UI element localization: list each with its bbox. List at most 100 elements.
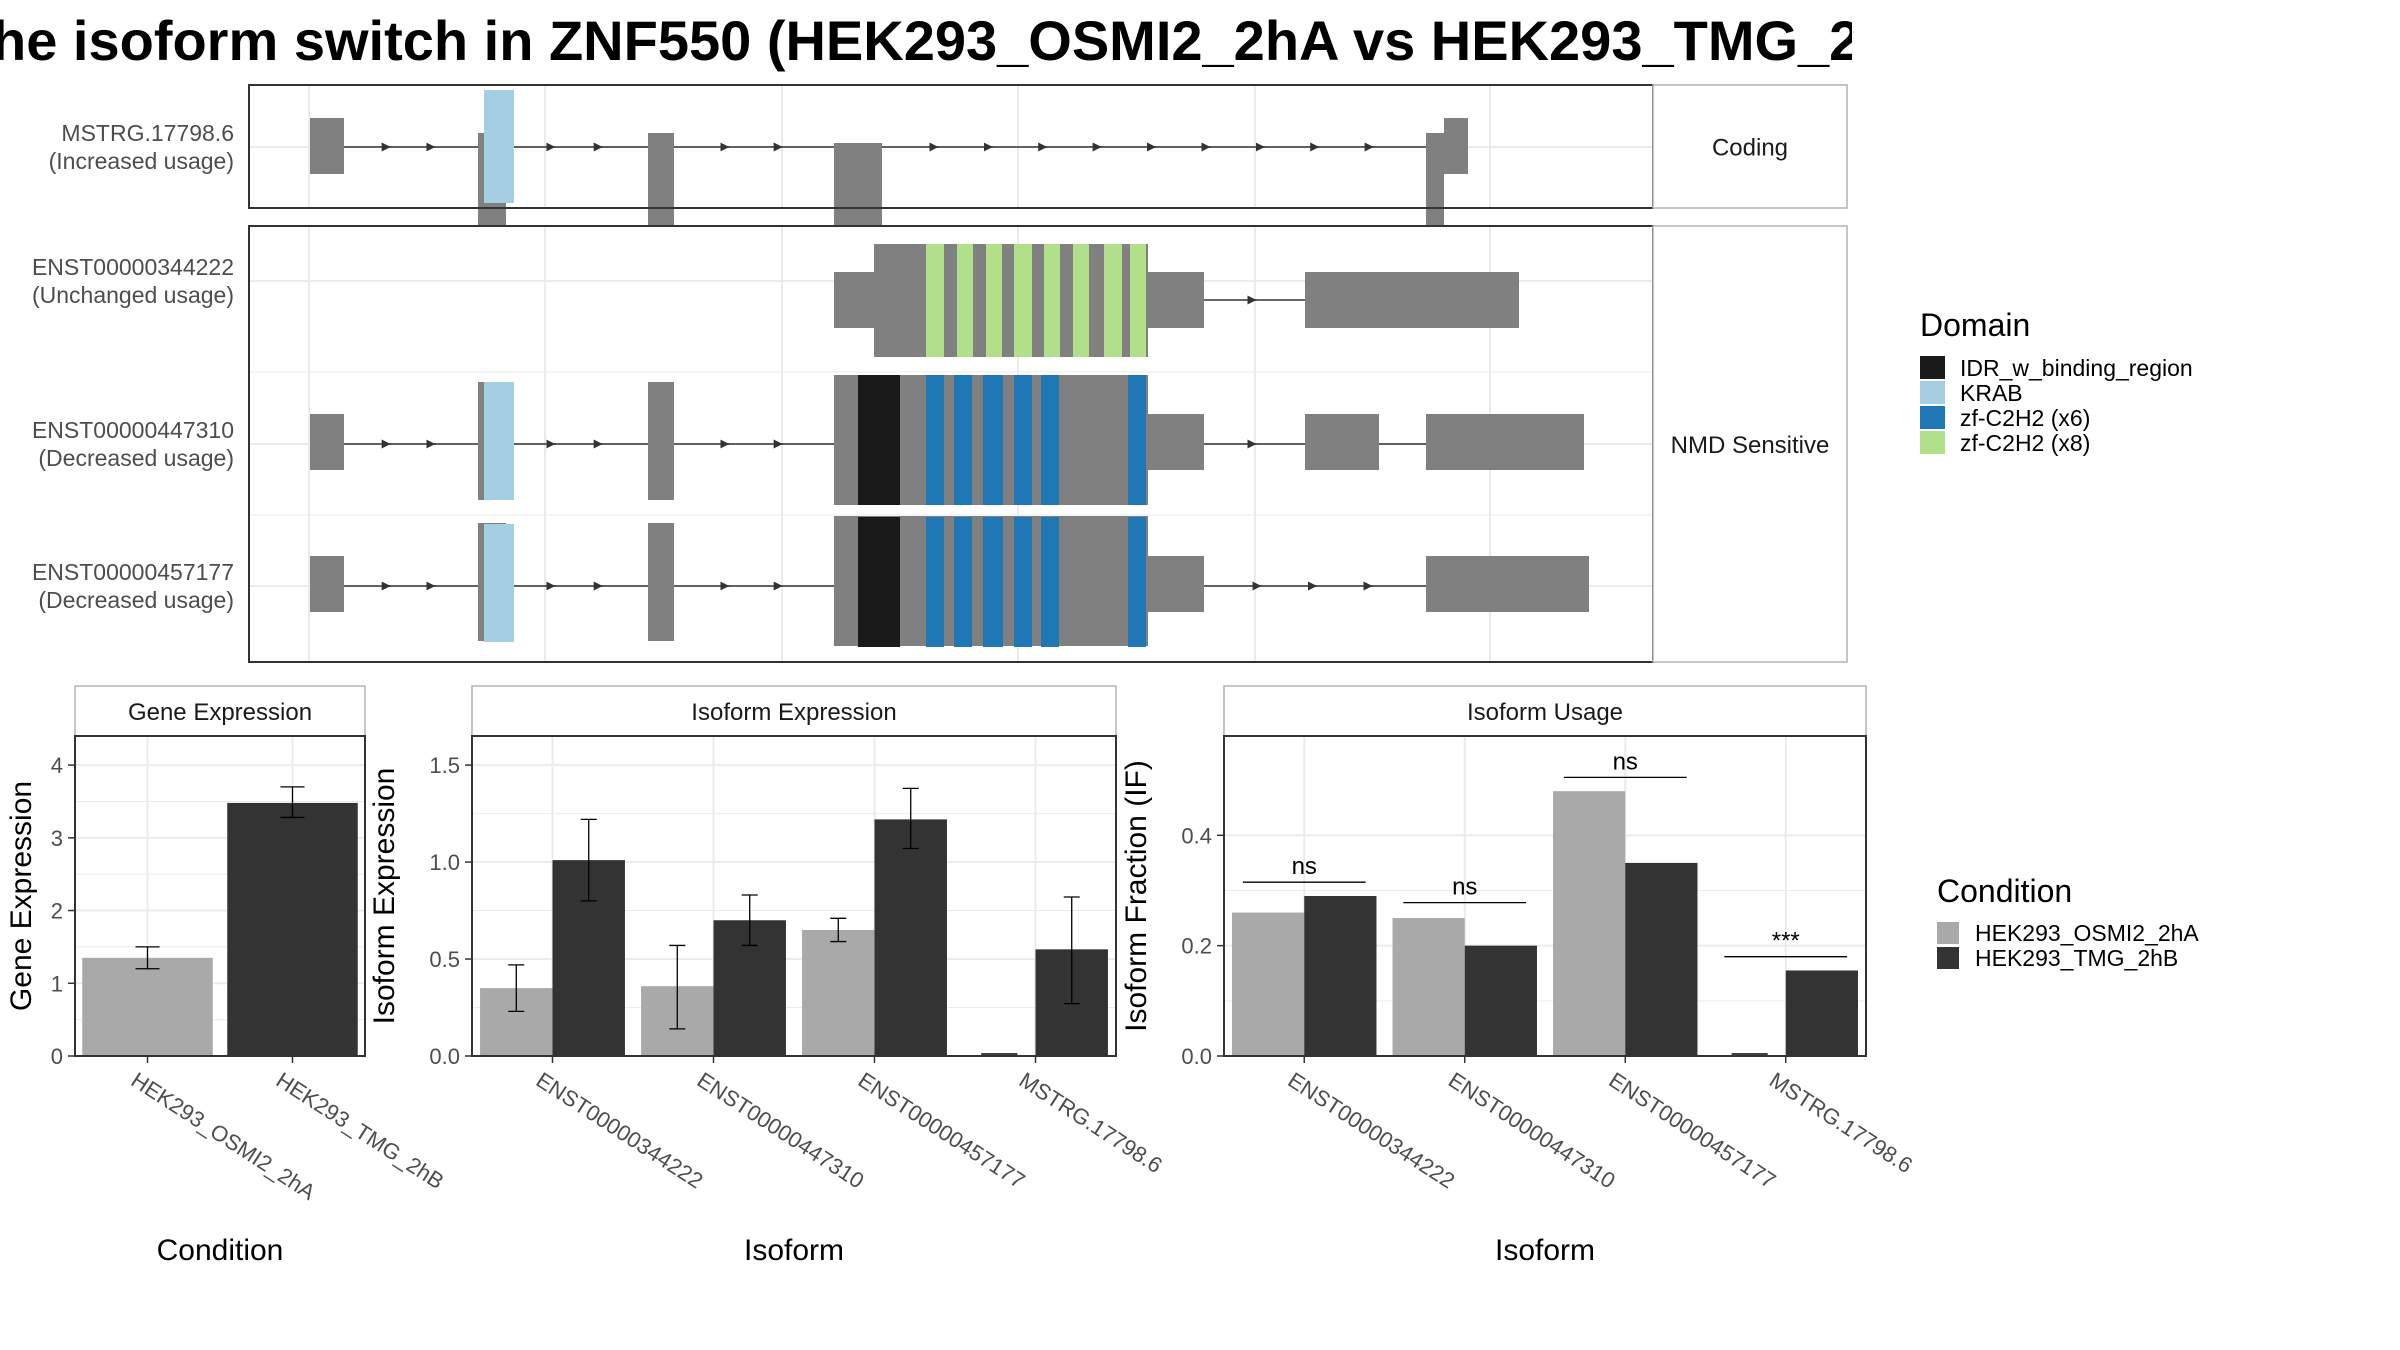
x-tick-label: MSTRG.17798.6 xyxy=(1765,1067,1917,1178)
exon xyxy=(310,414,344,470)
domain-zf-c2h2-x6- xyxy=(1128,375,1146,505)
exon xyxy=(1426,556,1589,612)
domain-zf-c2h2-x6- xyxy=(926,517,944,647)
transcript-id: MSTRG.17798.6 xyxy=(61,120,234,146)
domain-legend-label: zf-C2H2 (x6) xyxy=(1960,405,2090,431)
page-title: he isoform switch in ZNF550 (HEK293_OSMI… xyxy=(0,9,1852,72)
facet-strip xyxy=(1652,225,1848,663)
condition-legend-swatch xyxy=(1937,947,1959,969)
domain-zf-c2h2-x6- xyxy=(954,517,972,647)
x-tick-label: ENST00000457177 xyxy=(1605,1067,1781,1193)
bar xyxy=(1625,862,1698,1056)
domain-legend-label: IDR_w_binding_region xyxy=(1960,355,2193,381)
domain-idr-w-binding-region xyxy=(858,517,900,647)
transcript-usage: (Unchanged usage) xyxy=(32,282,234,308)
exon xyxy=(1148,414,1204,470)
exon xyxy=(310,118,344,174)
x-tick-label: MSTRG.17798.6 xyxy=(1015,1067,1167,1178)
y-tick-label: 0.0 xyxy=(429,1044,460,1069)
exon xyxy=(648,523,674,641)
bar-panel-border xyxy=(74,735,366,1057)
bar-panel-title: Isoform Usage xyxy=(1467,699,1623,726)
x-tick-label: ENST00000447310 xyxy=(1444,1067,1620,1193)
exon xyxy=(1426,133,1444,246)
domain-legend-label: zf-C2H2 (x8) xyxy=(1960,430,2090,456)
condition-legend-label: HEK293_TMG_2hB xyxy=(1975,945,2178,971)
y-tick-label: 0.0 xyxy=(1181,1044,1212,1069)
domain-zf-c2h2-x6- xyxy=(1041,375,1059,505)
bar xyxy=(227,802,358,1056)
domain-legend-swatch xyxy=(1920,431,1945,454)
significance-label: *** xyxy=(1772,928,1800,955)
domain-zf-c2h2-x8- xyxy=(1130,244,1146,357)
y-axis-title: Gene Expression xyxy=(5,781,38,1011)
transcript-id: ENST00000344222 xyxy=(32,254,234,280)
significance-label: ns xyxy=(1292,853,1317,880)
domain-zf-c2h2-x8- xyxy=(1073,244,1089,357)
transcript-usage: (Increased usage) xyxy=(49,148,234,174)
bar-panel-strip xyxy=(74,685,366,737)
bar xyxy=(1785,970,1858,1056)
domain-zf-c2h2-x8- xyxy=(1044,244,1060,357)
x-axis-title: Isoform xyxy=(1495,1234,1595,1267)
x-tick-label: ENST00000344222 xyxy=(532,1067,708,1193)
bar xyxy=(1232,912,1305,1056)
bar xyxy=(1464,945,1537,1056)
y-tick-label: 0.2 xyxy=(1181,934,1212,959)
domain-zf-c2h2-x8- xyxy=(1104,244,1122,357)
facet-strip-label: Coding xyxy=(1712,135,1788,162)
facet-strip-label: NMD Sensitive xyxy=(1671,432,1830,459)
y-tick-label: 0.5 xyxy=(429,947,460,972)
y-tick-label: 4 xyxy=(51,753,63,778)
y-tick-label: 1.5 xyxy=(429,753,460,778)
significance-label: ns xyxy=(1613,748,1638,775)
bar xyxy=(1553,791,1626,1056)
y-axis-title: Isoform Expression xyxy=(368,768,401,1025)
domain-zf-c2h2-x6- xyxy=(983,517,1003,647)
transcript-id: ENST00000447310 xyxy=(32,417,234,443)
bar-panel-border xyxy=(471,735,1117,1057)
exon xyxy=(1305,414,1379,470)
x-axis-title: Condition xyxy=(157,1234,284,1267)
transcript-label: MSTRG.17798.6 (Increased usage) xyxy=(49,120,234,174)
domain-legend-swatch xyxy=(1920,381,1945,404)
bar xyxy=(1304,896,1377,1056)
bar xyxy=(1392,918,1465,1056)
x-axis-title: Isoform xyxy=(744,1234,844,1267)
bar-panel-title: Isoform Expression xyxy=(691,699,896,726)
domain-zf-c2h2-x8- xyxy=(986,244,1002,357)
domain-zf-c2h2-x6- xyxy=(926,375,944,505)
exon xyxy=(1426,414,1584,470)
domain-zf-c2h2-x6- xyxy=(1014,517,1032,647)
domain-idr-w-binding-region xyxy=(858,375,900,505)
transcript-id: ENST00000457177 xyxy=(32,559,234,585)
domain-legend-swatch xyxy=(1920,356,1945,379)
y-tick-label: 0.4 xyxy=(1181,823,1212,848)
exon xyxy=(1148,272,1204,328)
bar xyxy=(82,957,213,1056)
bar-panel-strip xyxy=(471,685,1117,737)
domain-zf-c2h2-x8- xyxy=(926,244,944,357)
domain-zf-c2h2-x8- xyxy=(957,244,973,357)
domain-zf-c2h2-x6- xyxy=(983,375,1003,505)
y-tick-label: 3 xyxy=(51,826,63,851)
condition-legend-label: HEK293_OSMI2_2hA xyxy=(1975,920,2199,946)
exon xyxy=(1444,118,1468,174)
domain-legend-swatch xyxy=(1920,406,1945,429)
transcript-label: ENST00000447310 (Decreased usage) xyxy=(32,417,234,471)
bar-panel-title: Gene Expression xyxy=(128,699,312,726)
domain-krab xyxy=(484,382,514,500)
transcript-usage: (Decreased usage) xyxy=(38,445,234,471)
exon xyxy=(648,382,674,500)
facet-strip xyxy=(1652,84,1848,209)
y-tick-label: 1 xyxy=(51,971,63,996)
bar xyxy=(874,819,947,1056)
condition-legend-swatch xyxy=(1937,922,1959,944)
bar xyxy=(802,929,875,1056)
y-tick-label: 2 xyxy=(51,899,63,924)
y-tick-label: 0 xyxy=(51,1044,63,1069)
transcript-label: ENST00000344222 (Unchanged usage) xyxy=(32,254,234,308)
x-tick-label: ENST00000447310 xyxy=(693,1067,869,1193)
domain-zf-c2h2-x8- xyxy=(1014,244,1032,357)
